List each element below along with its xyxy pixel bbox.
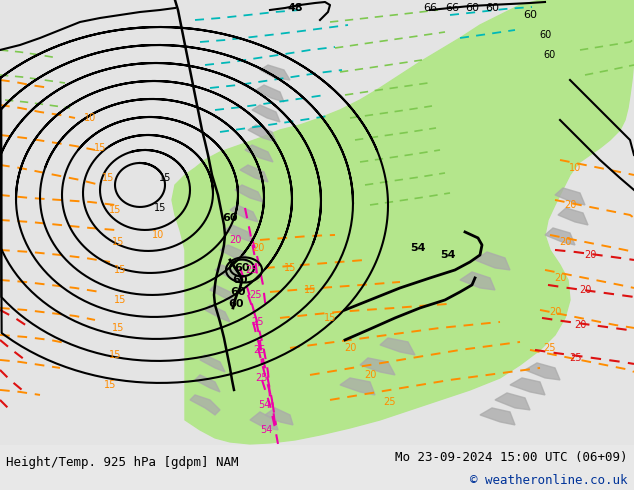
Polygon shape	[250, 412, 278, 430]
Polygon shape	[495, 393, 530, 410]
Polygon shape	[200, 355, 225, 372]
Text: 25: 25	[384, 397, 396, 407]
Text: 60: 60	[485, 3, 499, 13]
Polygon shape	[510, 378, 545, 395]
Polygon shape	[525, 363, 560, 380]
Polygon shape	[380, 338, 415, 355]
Polygon shape	[460, 272, 495, 290]
Polygon shape	[172, 0, 634, 444]
Text: 20: 20	[229, 235, 241, 245]
Text: 15: 15	[304, 285, 316, 295]
Text: 60: 60	[523, 10, 537, 20]
Text: 15: 15	[114, 295, 126, 305]
Text: 54: 54	[260, 425, 272, 435]
Text: 15: 15	[114, 265, 126, 275]
Text: 15: 15	[102, 173, 114, 183]
Text: 20: 20	[564, 200, 576, 210]
Polygon shape	[215, 265, 242, 282]
Text: Height/Temp. 925 hPa [gdpm] NAM: Height/Temp. 925 hPa [gdpm] NAM	[6, 456, 239, 468]
Polygon shape	[225, 225, 252, 242]
Text: Mo 23-09-2024 15:00 UTC (06+09): Mo 23-09-2024 15:00 UTC (06+09)	[395, 451, 628, 464]
Polygon shape	[220, 245, 248, 262]
Text: 10: 10	[84, 113, 96, 123]
Text: 60: 60	[230, 287, 246, 297]
Polygon shape	[210, 285, 235, 302]
Text: 20: 20	[579, 285, 591, 295]
Polygon shape	[256, 85, 284, 102]
Polygon shape	[265, 408, 293, 425]
Text: 25: 25	[252, 317, 264, 327]
Text: 60: 60	[544, 50, 556, 60]
Text: 66: 66	[445, 3, 459, 13]
Text: 15: 15	[112, 237, 124, 247]
Polygon shape	[560, 0, 634, 40]
Text: 25: 25	[569, 353, 581, 363]
Polygon shape	[555, 188, 585, 205]
Text: 10: 10	[569, 163, 581, 173]
Text: 15: 15	[109, 205, 121, 215]
Polygon shape	[475, 252, 510, 270]
Polygon shape	[360, 358, 395, 375]
Text: 25: 25	[249, 290, 261, 300]
Text: 20: 20	[559, 237, 571, 247]
Text: 60: 60	[465, 3, 479, 13]
Text: © weatheronline.co.uk: © weatheronline.co.uk	[470, 473, 628, 487]
Text: 20: 20	[554, 273, 566, 283]
Text: 20: 20	[584, 250, 596, 260]
Polygon shape	[240, 165, 268, 182]
Text: 15: 15	[112, 323, 124, 333]
Text: 20: 20	[344, 343, 356, 353]
Polygon shape	[340, 378, 375, 395]
Polygon shape	[260, 65, 290, 80]
Text: 20: 20	[252, 243, 264, 253]
Text: 60: 60	[539, 30, 551, 40]
Text: 15: 15	[109, 350, 121, 360]
Text: 15: 15	[104, 380, 116, 390]
Text: 15: 15	[284, 263, 296, 273]
Text: 66: 66	[423, 3, 437, 13]
Polygon shape	[252, 105, 280, 122]
Text: 20: 20	[574, 320, 586, 330]
Polygon shape	[205, 305, 230, 322]
Text: 54: 54	[410, 243, 426, 253]
Text: 15: 15	[324, 313, 336, 323]
Text: 25: 25	[254, 345, 266, 355]
Text: 20: 20	[549, 307, 561, 317]
Polygon shape	[480, 408, 515, 425]
Polygon shape	[248, 125, 276, 142]
Text: 54: 54	[440, 250, 456, 260]
Polygon shape	[230, 205, 258, 222]
Polygon shape	[558, 208, 588, 225]
Polygon shape	[195, 375, 220, 392]
Text: 60: 60	[223, 213, 238, 223]
Polygon shape	[190, 395, 220, 415]
Text: 54: 54	[258, 400, 270, 410]
Polygon shape	[545, 228, 575, 245]
Text: 15: 15	[154, 203, 166, 213]
Text: 25: 25	[246, 265, 258, 275]
Text: 20: 20	[364, 370, 376, 380]
Text: 10: 10	[152, 230, 164, 240]
Text: 15: 15	[94, 143, 106, 153]
Polygon shape	[235, 185, 263, 202]
Text: 25: 25	[544, 343, 556, 353]
Text: 60: 60	[228, 299, 243, 309]
Polygon shape	[245, 145, 273, 162]
Text: 60: 60	[234, 263, 250, 273]
Text: 15: 15	[158, 173, 171, 183]
Text: 60: 60	[232, 275, 248, 285]
Text: 25: 25	[256, 373, 268, 383]
Text: 48: 48	[287, 3, 303, 13]
